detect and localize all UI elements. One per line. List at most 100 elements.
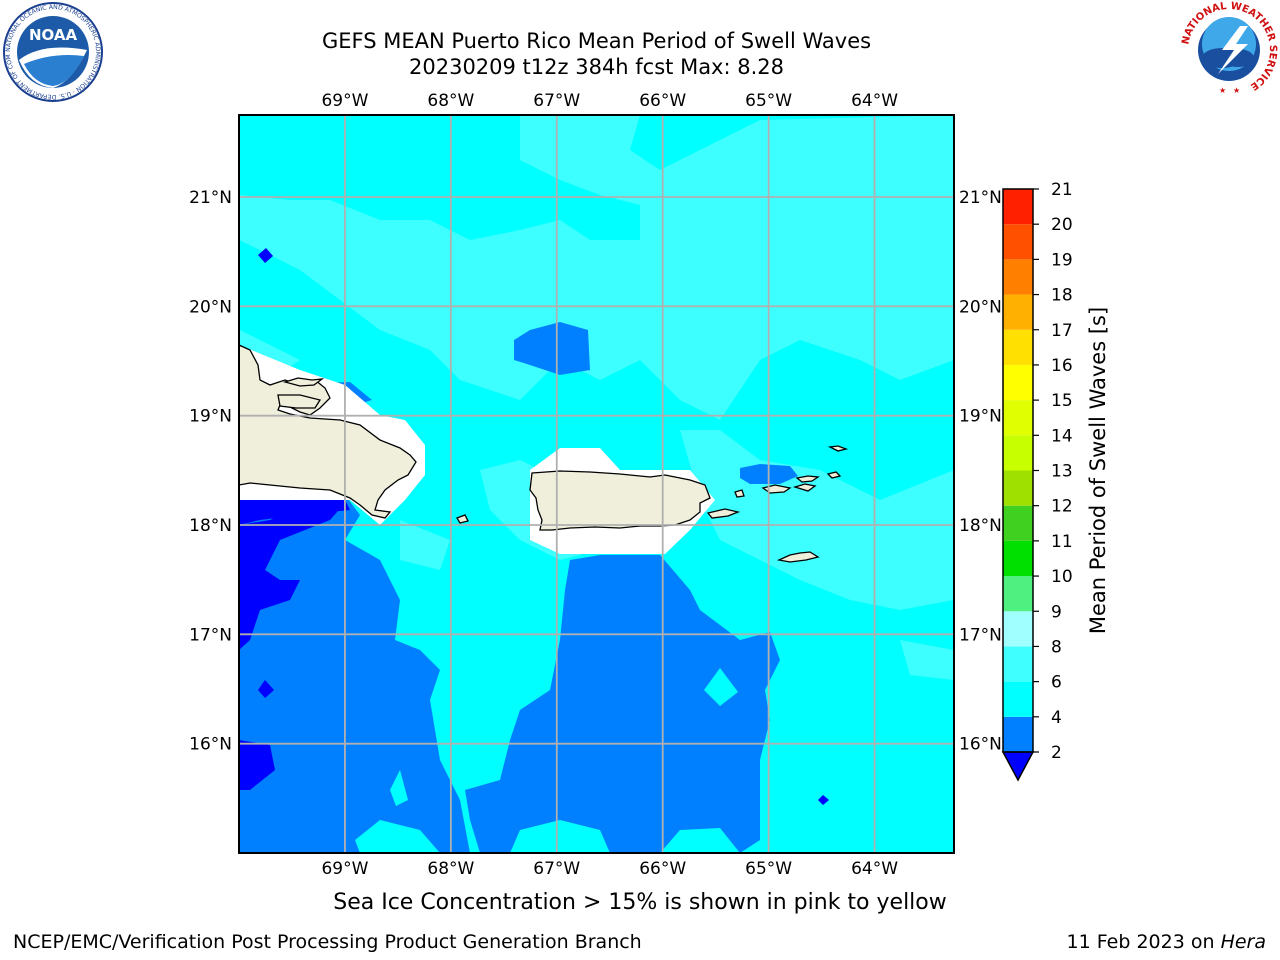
colorbar-segment [1003, 470, 1033, 506]
footer-credit: NCEP/EMC/Verification Post Processing Pr… [13, 931, 642, 953]
colorbar-tick-label: 19 [1051, 250, 1073, 270]
colorbar-segment [1003, 611, 1033, 647]
colorbar-tick-label: 15 [1051, 391, 1073, 411]
band-4-6-patch [704, 668, 738, 706]
colorbar-tick-label: 18 [1051, 286, 1073, 306]
colorbar-tick-label: 17 [1051, 321, 1073, 341]
band-4-6-patch [355, 820, 440, 853]
nws-logo: NATIONAL WEATHER SERVICE ★ ★ [1180, 1, 1278, 99]
map-area: 69°W 69°W 68°W 68°W 67°W 67°W 66°W 66°W 65°W 65°W… [189, 91, 1002, 879]
lat-tick-label-left: 17°N [189, 625, 232, 645]
chart-subtitle: 20230209 t12z 384h fcst Max: 8.28 [409, 55, 784, 79]
lon-tick-label-top: 65°W [745, 91, 792, 111]
colorbar-tick-label: 20 [1051, 215, 1073, 235]
lon-tick-label-bottom: 67°W [533, 859, 580, 879]
lon-tick-label-top: 68°W [427, 91, 474, 111]
colorbar-segment [1003, 189, 1033, 225]
colorbar-segment [1003, 224, 1033, 260]
band-4-6-patch [390, 770, 408, 806]
tortuga-island [282, 377, 325, 387]
band-6-8-patch [400, 520, 450, 570]
colorbar-segment [1003, 400, 1033, 436]
band-lt2-region [818, 795, 829, 805]
colorbar-tick-label: 9 [1051, 602, 1062, 622]
map-fill-layer [239, 115, 954, 853]
colorbar-segment [1003, 435, 1033, 471]
lat-tick-label-right: 21°N [959, 188, 1002, 208]
colorbar-segment [1003, 540, 1033, 577]
vieques-island [706, 508, 741, 519]
colorbar-segment [1003, 294, 1033, 330]
band-6-8-patch [900, 640, 954, 680]
colorbar-tick-label: 6 [1051, 673, 1062, 693]
colorbar-tick-label: 4 [1051, 708, 1062, 728]
lat-tick-label-right: 20°N [959, 297, 1002, 317]
st-john-island [792, 483, 817, 492]
band-lt2-region [239, 740, 275, 790]
lat-tick-label-left: 18°N [189, 516, 232, 536]
lon-tick-label-bottom: 66°W [639, 859, 686, 879]
colorbar-tick-label: 10 [1051, 567, 1073, 587]
colorbar-label: Mean Period of Swell Waves [s] [1086, 307, 1110, 634]
colorbar-tick-label: 2 [1051, 743, 1062, 763]
lon-tick-label-top: 64°W [851, 91, 898, 111]
colorbar-segment [1003, 681, 1033, 717]
footer-date-text: 11 Feb 2023 on [1066, 931, 1215, 953]
noaa-logo-text: NOAA [29, 26, 78, 44]
svg-text:★: ★ [1233, 86, 1240, 95]
lat-tick-label-left: 19°N [189, 407, 232, 427]
lon-tick-label-top: 66°W [639, 91, 686, 111]
sea-ice-note: Sea Ice Concentration > 15% is shown in … [333, 890, 947, 915]
band-6-8-patch [239, 115, 954, 420]
map-frame [238, 114, 955, 854]
footer-date: 11 Feb 2023 on Hera [1067, 931, 1266, 953]
anegada-island [827, 445, 849, 452]
st-croix-island [776, 551, 820, 563]
lat-tick-label-right: 17°N [959, 625, 1002, 645]
colorbar-segment [1003, 259, 1033, 295]
colorbar-segment [1003, 646, 1033, 682]
svg-text:★: ★ [1219, 86, 1226, 95]
colorbar-tick-label: 12 [1051, 497, 1073, 517]
hispaniola-offshore-island [277, 394, 322, 409]
band-2-4-region [465, 555, 780, 853]
colorbar-segment [1003, 716, 1033, 752]
colorbar-segment [1003, 329, 1033, 365]
colorbar-tick-label: 11 [1051, 532, 1073, 552]
colorbar-tick-label: 21 [1051, 180, 1073, 200]
lat-tick-label-left: 20°N [189, 297, 232, 317]
lat-tick-label-left: 21°N [189, 188, 232, 208]
virgin-gorda-island [826, 471, 842, 479]
footer-machine: Hera [1220, 931, 1266, 953]
colorbar-segment [1003, 576, 1033, 612]
chart-title: GEFS MEAN Puerto Rico Mean Period of Swe… [321, 29, 872, 53]
noaa-logo: NATIONAL OCEANIC AND ATMOSPHERIC ADMINIS… [2, 2, 103, 102]
mona-island [456, 514, 469, 524]
lat-tick-label-right: 18°N [959, 516, 1002, 536]
culebra-island [734, 489, 745, 498]
lon-tick-label-top: 69°W [321, 91, 368, 111]
lat-tick-label-left: 16°N [189, 735, 232, 755]
band-2-4-region [514, 322, 590, 375]
lon-tick-label-bottom: 69°W [321, 859, 368, 879]
lat-tick-label-right: 16°N [959, 735, 1002, 755]
colorbar-tick-label: 13 [1051, 462, 1073, 482]
band-lt2-region [239, 503, 345, 650]
lon-tick-label-top: 67°W [533, 91, 580, 111]
lon-tick-label-bottom: 64°W [851, 859, 898, 879]
lon-tick-label-bottom: 65°W [745, 859, 792, 879]
colorbar-tick-label: 8 [1051, 637, 1062, 657]
lon-tick-label-bottom: 68°W [427, 859, 474, 879]
band-lt2-region [258, 248, 273, 263]
colorbar-extend-min [1001, 751, 1035, 782]
colorbar: 2 4 6 8 9 10 11 12 13 14 15 16 17 18 19 20 21 Mean Period… [1001, 180, 1110, 782]
band-4-6-patch [510, 820, 610, 853]
band-4-6-patch [660, 828, 740, 853]
band-lt2-region [258, 680, 274, 698]
lat-tick-label-right: 19°N [959, 407, 1002, 427]
tortola-island [795, 475, 820, 483]
colorbar-segment [1003, 505, 1033, 541]
colorbar-tick-label: 16 [1051, 356, 1073, 376]
colorbar-segment [1003, 364, 1033, 401]
